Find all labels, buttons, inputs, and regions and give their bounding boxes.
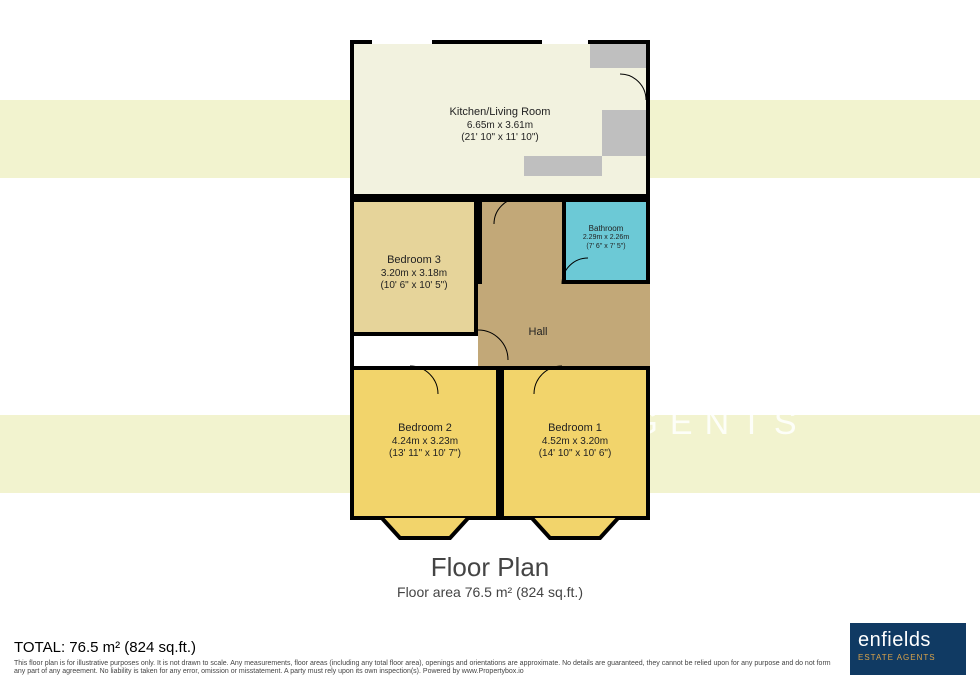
room-label-bathroom: Bathroom 2.29m x 2.26m (7' 6" x 7' 5"): [566, 224, 646, 252]
room-label-bedroom-1: Bedroom 1 4.52m x 3.20m (14' 10" x 10' 6…: [504, 422, 646, 461]
bay-windows: [350, 516, 650, 546]
footer-disclaimer: This floor plan is for illustrative purp…: [14, 660, 834, 678]
room-bedroom-2: Bedroom 2 4.24m x 3.23m (13' 11" x 10' 7…: [350, 366, 500, 520]
appliance-block: [602, 110, 646, 156]
plan-title: Floor Plan: [0, 552, 980, 583]
room-label-hall: Hall: [478, 326, 598, 340]
footer-total: TOTAL: 76.5 m² (824 sq.ft.): [14, 639, 966, 656]
window-top-left: [372, 38, 432, 44]
room-label-bedroom-2: Bedroom 2 4.24m x 3.23m (13' 11" x 10' 7…: [354, 422, 496, 461]
room-bedroom-3: Bedroom 3 3.20m x 3.18m (10' 6" x 10' 5"…: [350, 198, 478, 336]
footer: TOTAL: 76.5 m² (824 sq.ft.) This floor p…: [0, 629, 980, 685]
island-block: [524, 156, 602, 176]
plan-subtitle: Floor area 76.5 m² (824 sq.ft.): [0, 584, 980, 600]
room-label-bedroom-3: Bedroom 3 3.20m x 3.18m (10' 6" x 10' 5"…: [354, 254, 474, 293]
counter-block: [590, 44, 646, 68]
brand-logo: enfields ESTATE AGENTS: [850, 623, 966, 675]
floor-plan: Kitchen/Living Room 6.65m x 3.61m (21' 1…: [350, 40, 650, 540]
room-bathroom: Bathroom 2.29m x 2.26m (7' 6" x 7' 5"): [562, 198, 650, 284]
room-bedroom-1: Bedroom 1 4.52m x 3.20m (14' 10" x 10' 6…: [500, 366, 650, 520]
brand-logo-tag: ESTATE AGENTS: [858, 653, 958, 662]
room-hall-fill-lower: [478, 284, 562, 366]
window-top-right: [542, 38, 588, 44]
brand-logo-text: enfields: [858, 629, 958, 652]
